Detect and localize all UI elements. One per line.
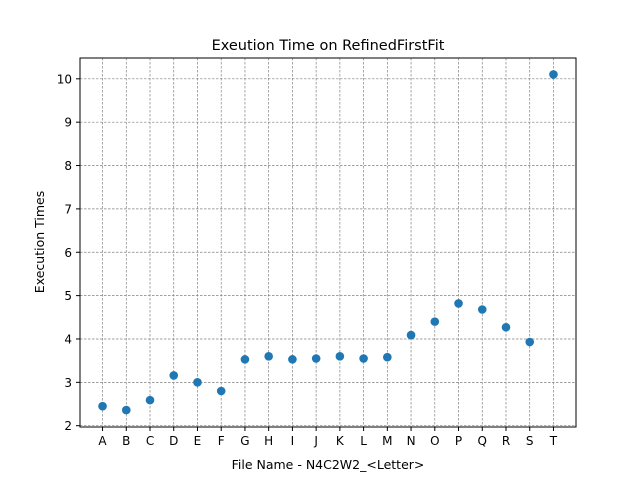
x-tick-label: B [122,434,130,448]
data-point [169,371,179,380]
y-tick-label: 8 [64,159,72,173]
data-point [193,378,202,387]
data-point [406,330,416,340]
x-tick-label: F [218,434,225,448]
y-tick-label: 9 [64,116,72,130]
data-point [359,354,368,363]
chart-title: Exeution Time on RefinedFirstFit [212,38,445,54]
data-point [454,299,463,308]
x-axis-label: File Name - N4C2W2_<Letter> [232,457,425,472]
x-tick-label: N [407,434,416,448]
data-points [98,70,558,415]
x-tick-label: D [169,434,178,448]
data-point [264,352,273,361]
data-point [549,70,558,79]
y-tick-label: 4 [64,332,72,346]
y-tick-label: 5 [64,289,72,303]
x-tick-label: K [336,434,345,448]
data-point [311,354,321,363]
y-tick-label: 7 [64,202,72,216]
data-point [216,386,226,396]
x-tick-label: T [549,434,558,448]
data-point [145,395,155,405]
data-point [477,305,487,314]
x-tick-label: H [264,434,273,448]
x-tick-label: G [240,434,249,448]
data-point [383,352,392,362]
x-tick-label: S [526,434,534,448]
x-tick-label: I [291,434,295,448]
plot-frame [79,57,577,428]
x-tick-label: O [430,434,439,448]
x-tick-label: P [455,434,462,448]
data-point [335,352,345,361]
x-tick-label: C [146,434,154,448]
y-tick-label: 6 [64,246,72,260]
data-point [240,355,250,364]
data-point [525,337,535,347]
x-tick-label: E [194,434,202,448]
data-point [501,322,511,332]
x-tick-label: J [313,434,318,448]
x-tick-label: R [502,434,510,448]
y-axis-label: Execution Times [32,191,47,293]
x-tick-label: Q [478,434,487,448]
grid-layer [80,58,576,427]
y-tick-label: 3 [64,376,72,390]
y-tick-label: 10 [57,72,72,86]
data-point [430,317,440,326]
axis-layer: A B C D E F G H I J K L M N O P Q R S T 2 3 4 5 6 7 8 9 10 [57,72,558,448]
data-point [288,355,297,364]
y-tick-label: 2 [64,419,72,433]
data-point [121,405,131,415]
data-point [98,401,107,411]
x-tick-label: A [98,434,107,448]
x-tick-label: M [382,434,392,448]
x-tick-label: L [360,434,367,448]
